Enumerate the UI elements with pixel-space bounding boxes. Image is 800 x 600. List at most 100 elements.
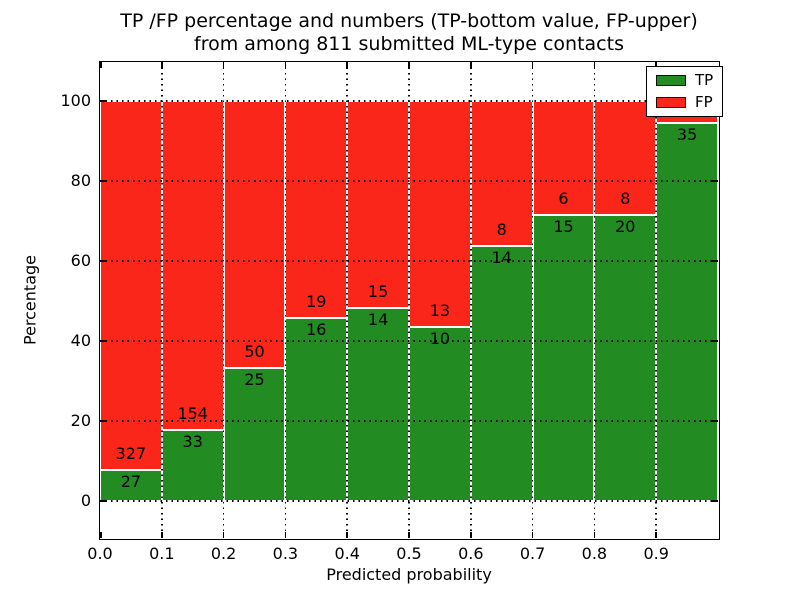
x-tick-label: 0.2 [210, 544, 237, 563]
gridline-vertical [531, 62, 534, 538]
gridline-vertical [346, 62, 348, 538]
x-tick-label: 0.5 [396, 544, 422, 563]
gridline-vertical [655, 62, 657, 538]
x-tick-mark-top [284, 62, 287, 68]
gridline-vertical [408, 62, 410, 538]
gridline-vertical [593, 62, 596, 538]
gridline-vertical [284, 62, 287, 538]
gridline-horizontal [100, 420, 718, 422]
x-tick-mark-top [346, 62, 348, 68]
fp-legend-label: FP [695, 93, 713, 111]
y-tick-mark-left [100, 340, 106, 342]
x-tick-mark-bottom [346, 532, 348, 538]
y-tick-label: 100 [60, 91, 91, 110]
x-axis-label: Predicted probability [326, 565, 492, 584]
x-tick-mark-top [161, 62, 163, 68]
x-tick-mark-bottom [531, 532, 534, 538]
gridline-vertical [222, 62, 225, 538]
y-tick-mark-left [100, 100, 106, 102]
fp-count-label: 8 [496, 220, 507, 240]
y-tick-mark-left [100, 500, 106, 502]
bar-segment-fp-5 [409, 101, 471, 328]
fp-count-label: 13 [429, 301, 451, 321]
chart-title-line1: TP /FP percentage and numbers (TP-bottom… [120, 10, 698, 32]
tp-count-label: 14 [367, 309, 389, 329]
bar-segment-tp-5 [409, 327, 471, 501]
y-tick-mark-right [712, 340, 718, 342]
tp-count-label: 20 [615, 217, 636, 237]
y-tick-label: 20 [70, 411, 91, 430]
x-tick-mark-bottom [100, 532, 102, 538]
fp-count-label: 50 [244, 341, 265, 361]
plot-area: 327 27 154 33 50 25 19 16 15 14 13 10 8 14 6 15 8 20 35 0.0… [60, 62, 718, 563]
y-tick-label: 40 [70, 331, 91, 350]
bar-segment-fp-1 [161, 101, 224, 431]
y-tick-label: 60 [70, 251, 91, 270]
legend-row-tp: TP [656, 73, 713, 88]
x-tick-mark-top [593, 62, 596, 68]
x-tick-label: 0.6 [458, 544, 484, 563]
fp-count-label: 327 [115, 444, 147, 464]
bar-segment-fp-4 [347, 101, 409, 308]
legend-row-fp: FP [656, 95, 713, 110]
x-tick-mark-bottom [161, 532, 163, 538]
y-tick-mark-left [100, 420, 106, 422]
fp-count-label: 154 [177, 404, 208, 424]
bar-segment-tp-4 [347, 307, 409, 501]
x-tick-mark-bottom [408, 532, 410, 538]
x-tick-mark-bottom [284, 532, 287, 538]
gridline-horizontal [100, 500, 718, 502]
tp-legend-swatch [656, 75, 686, 86]
x-tick-mark-top [531, 62, 534, 68]
x-tick-mark-bottom [470, 532, 472, 538]
x-tick-mark-top [222, 62, 225, 68]
y-tick-mark-left [100, 260, 106, 262]
fp-count-label: 8 [620, 189, 631, 209]
gridline-vertical [161, 62, 163, 538]
y-tick-label: 80 [70, 171, 91, 190]
bar-segment-fp-0 [100, 101, 162, 471]
gridline-horizontal [100, 340, 718, 342]
x-tick-label: 0.3 [272, 544, 299, 563]
x-tick-mark-bottom [593, 532, 596, 538]
tp-count-label: 14 [491, 248, 512, 268]
y-tick-mark-left [100, 180, 106, 182]
bar-segment-tp-9 [656, 122, 718, 501]
bar-segment-tp-3 [285, 318, 348, 501]
y-tick-mark-right [712, 260, 718, 262]
fp-legend-swatch [656, 97, 686, 108]
x-tick-mark-top [100, 62, 102, 68]
tp-count-label: 16 [306, 320, 327, 340]
fp-count-label: 19 [306, 292, 327, 312]
x-tick-mark-bottom [222, 532, 225, 538]
tp-count-label: 25 [244, 369, 265, 389]
x-tick-mark-top [655, 62, 657, 68]
bar-segment-tp-1 [161, 430, 224, 501]
gridline-horizontal [100, 180, 718, 182]
y-tick-mark-right [712, 180, 718, 182]
x-tick-label: 0.7 [519, 544, 546, 563]
bar-segment-tp-8 [594, 215, 657, 501]
tp-count-label: 35 [676, 124, 698, 144]
fp-count-label: 6 [558, 189, 569, 209]
tp-legend-label: TP [695, 71, 714, 89]
tp-count-label: 33 [182, 432, 203, 452]
bar-segment-tp-6 [470, 246, 533, 501]
bar-segment-fp-2 [223, 101, 286, 368]
x-tick-mark-top [408, 62, 410, 68]
y-axis-label: Percentage [20, 254, 40, 346]
x-tick-label: 0.9 [643, 544, 669, 563]
bar-segment-tp-7 [532, 215, 595, 501]
y-tick-mark-right [712, 500, 718, 502]
fp-count-label: 15 [367, 281, 389, 301]
x-tick-label: 0.4 [334, 544, 360, 563]
x-tick-mark-top [470, 62, 472, 68]
legend-box: TP FP [646, 66, 724, 117]
bar-segment-fp-3 [285, 101, 348, 319]
x-tick-mark-bottom [655, 532, 657, 538]
gridline-horizontal [100, 260, 718, 262]
tp-count-label: 15 [553, 217, 574, 237]
tp-count-label: 27 [120, 472, 142, 492]
x-tick-label: 0.1 [149, 544, 175, 563]
